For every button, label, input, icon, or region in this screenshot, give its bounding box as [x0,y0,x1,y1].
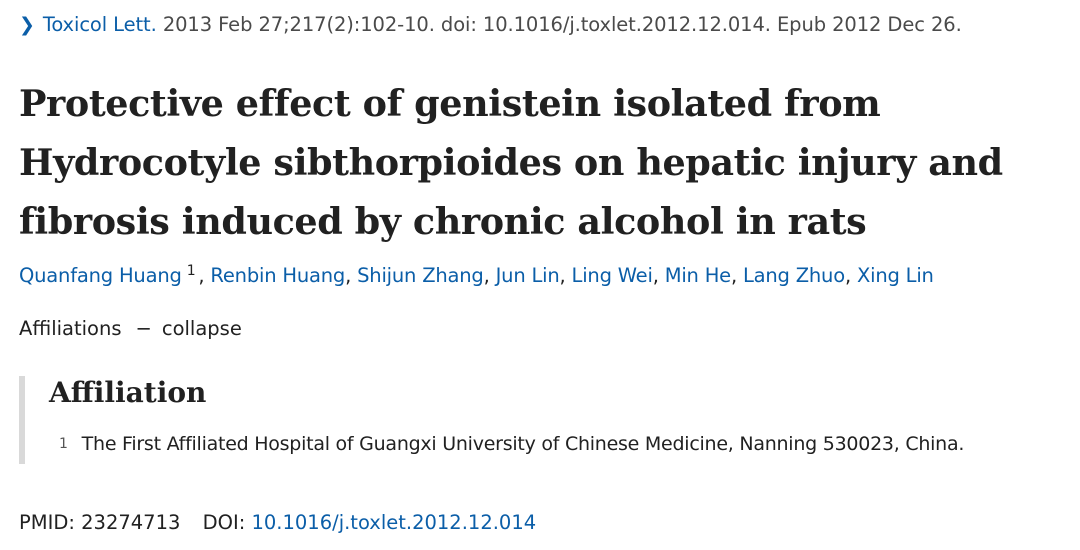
doi-label: DOI: [202,511,246,534]
collapse-dash-icon: − [135,317,152,340]
author-separator: , [559,264,572,287]
author-link[interactable]: Quanfang Huang [19,264,182,287]
chevron-right-icon[interactable]: ❯ [19,14,35,36]
author-link[interactable]: Xing Lin [856,264,934,287]
author-link[interactable]: Shijun Zhang [357,264,484,287]
citation-line: ❯ Toxicol Lett. 2013 Feb 27;217(2):102-10… [19,13,962,36]
affiliation-text: The First Affiliated Hospital of Guangxi… [81,433,965,455]
collapse-label: collapse [161,317,242,340]
affiliations-toggle-button[interactable]: Affiliations − collapse [19,317,242,340]
author-separator: , [730,264,743,287]
article-title: Protective effect of genistein isolated … [19,82,1003,243]
author-link[interactable]: Jun Lin [495,264,560,287]
affiliation-panel: Affiliation 1 The First Affiliated Hospit… [19,376,1080,464]
author-separator: , [844,264,857,287]
author-link[interactable]: Renbin Huang [210,264,346,287]
pmid-label: PMID: [19,511,75,534]
author-link[interactable]: Min He [664,264,731,287]
affiliation-item: 1 The First Affiliated Hospital of Guangx… [59,433,964,455]
author-separator: , [345,264,358,287]
affiliation-number: 1 [59,436,68,452]
identifiers: PMID: 23274713 DOI: 10.1016/j.toxlet.201… [19,511,536,534]
affiliation-ref[interactable]: 1 [186,263,196,279]
citation-details: 2013 Feb 27;217(2):102-10. doi: 10.1016/… [162,13,962,36]
author-separator: , [652,264,665,287]
journal-link[interactable]: Toxicol Lett. [42,13,157,36]
author-link[interactable]: Ling Wei [571,264,653,287]
affiliations-label: Affiliations [19,317,122,340]
author-separator: , [483,264,496,287]
author-link[interactable]: Lang Zhuo [742,264,845,287]
doi-link[interactable]: 10.1016/j.toxlet.2012.12.014 [251,511,537,534]
affiliation-heading: Affiliation [49,376,207,409]
author-list: Quanfang Huang 1, Renbin Huang, Shijun Zh… [19,263,934,287]
author-separator: , [198,264,211,287]
pmid-value: 23274713 [81,511,181,534]
